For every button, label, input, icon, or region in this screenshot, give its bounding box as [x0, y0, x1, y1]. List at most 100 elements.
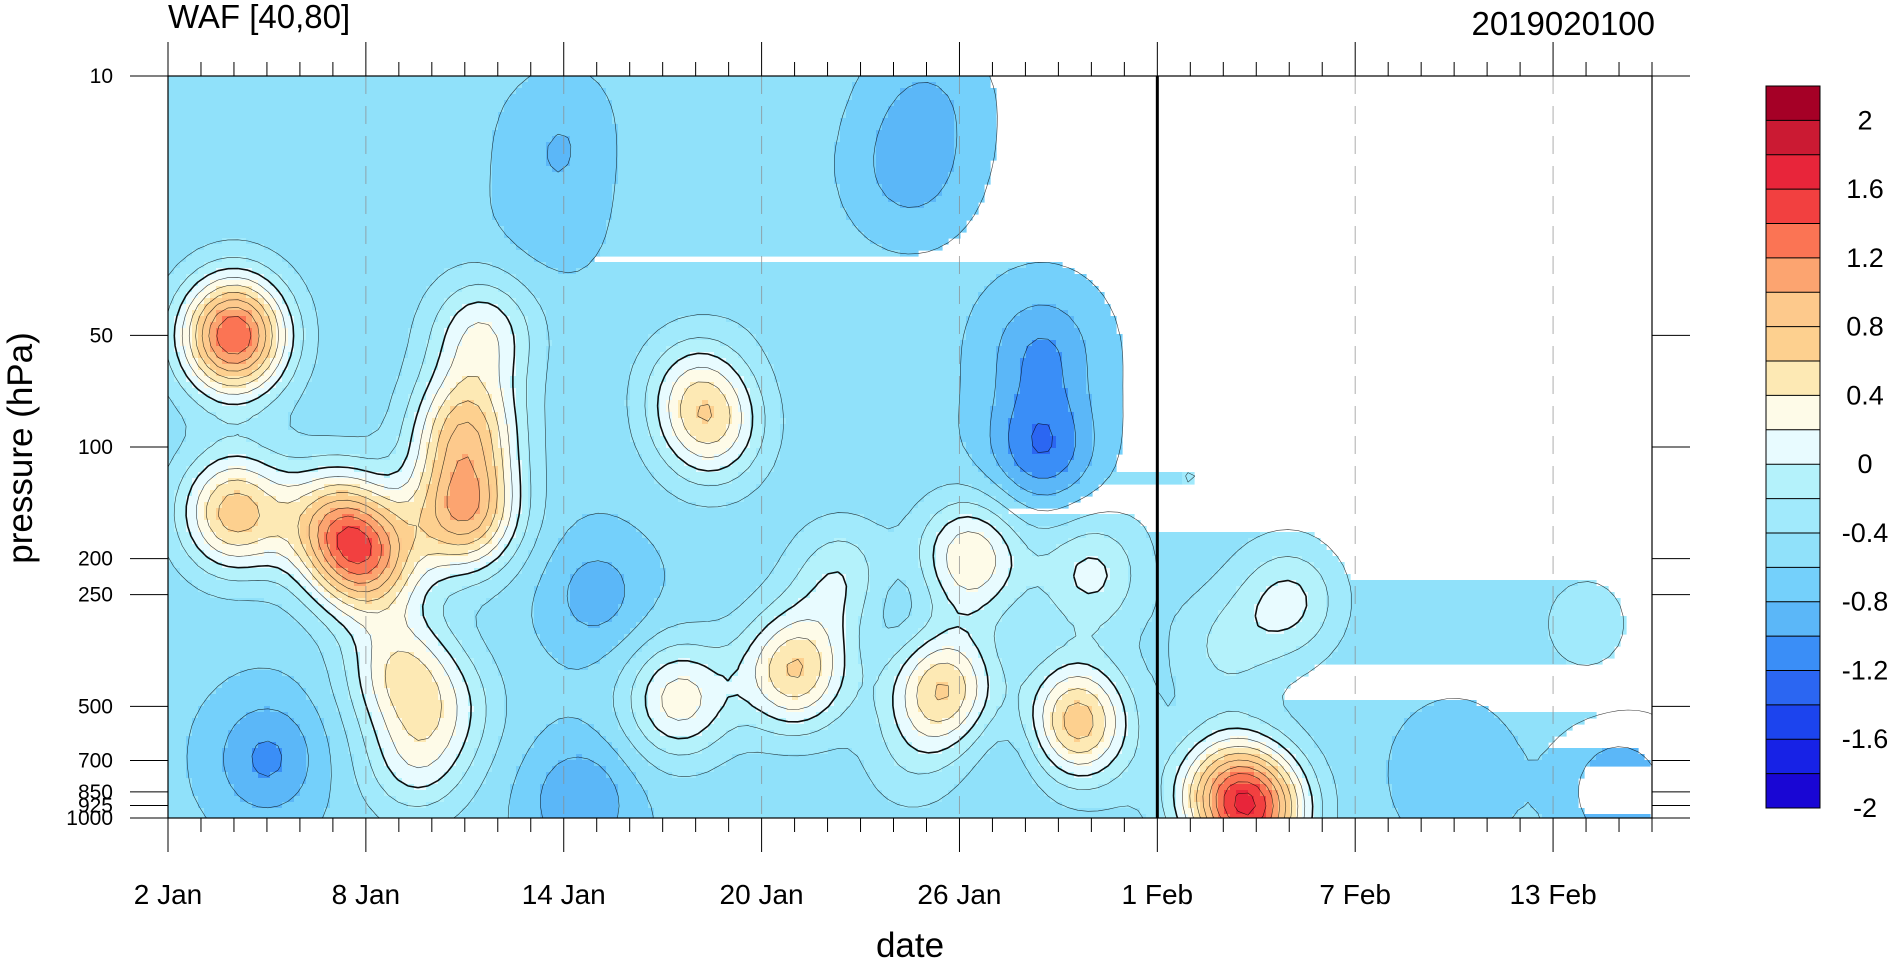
field-cell — [876, 160, 955, 167]
field-cell — [666, 748, 703, 755]
field-cell — [426, 460, 433, 467]
field-cell — [570, 574, 625, 581]
field-cell — [1110, 616, 1153, 623]
field-cell — [438, 274, 517, 281]
field-cell — [306, 736, 331, 743]
field-cell — [204, 700, 313, 707]
field-cell — [222, 550, 265, 557]
field-cell — [168, 754, 187, 761]
contour-line — [1234, 792, 1256, 816]
field-cell — [510, 316, 529, 323]
field-cell — [780, 400, 961, 407]
field-cell — [246, 292, 259, 299]
field-cell — [636, 772, 673, 779]
field-cell — [660, 328, 751, 335]
field-cell — [1002, 340, 1033, 347]
field-cell — [522, 460, 529, 467]
field-cell — [504, 388, 517, 395]
field-cell — [1038, 730, 1045, 737]
field-cell — [816, 676, 829, 683]
field-cell — [894, 100, 955, 107]
field-cell — [372, 682, 385, 689]
field-cell — [570, 610, 619, 617]
field-cell — [1140, 634, 1171, 641]
field-cell — [876, 178, 949, 185]
field-cell — [1260, 790, 1273, 797]
field-cell — [954, 142, 997, 149]
field-cell — [618, 802, 649, 809]
field-cell — [606, 226, 859, 233]
field-cell — [630, 406, 649, 413]
field-cell — [492, 484, 499, 491]
field-cell — [168, 274, 187, 281]
field-cell — [438, 658, 457, 665]
field-cell — [462, 454, 469, 461]
field-cell — [174, 400, 199, 407]
field-cell — [1002, 538, 1021, 545]
field-cell — [318, 334, 409, 341]
field-cell — [180, 544, 199, 551]
field-cell — [396, 772, 445, 779]
field-cell — [1158, 568, 1219, 575]
field-cell — [834, 142, 877, 149]
field-cell — [1080, 700, 1099, 707]
field-cell — [1086, 346, 1123, 353]
field-cell — [648, 712, 667, 719]
field-cell — [504, 478, 511, 485]
field-cell — [462, 778, 487, 785]
field-cell — [936, 544, 949, 551]
field-cell — [516, 298, 541, 305]
field-cell — [192, 370, 205, 377]
field-cell — [774, 652, 823, 659]
field-cell — [504, 676, 619, 683]
field-cell — [1296, 742, 1315, 749]
field-cell — [876, 130, 955, 137]
field-cell — [180, 262, 205, 269]
field-cell — [822, 694, 835, 701]
field-cell — [1176, 748, 1189, 755]
field-cell — [954, 580, 985, 587]
field-cell — [198, 364, 211, 371]
field-cell — [1104, 766, 1129, 773]
field-cell — [960, 382, 997, 389]
field-cell — [708, 664, 739, 671]
field-cell — [498, 592, 535, 599]
field-cell — [858, 652, 895, 659]
field-cell — [1158, 586, 1201, 593]
field-cell — [198, 352, 211, 359]
field-cell — [402, 718, 439, 725]
field-cell — [594, 724, 619, 731]
field-cell — [522, 310, 547, 317]
field-cell — [1020, 754, 1039, 761]
field-cell — [954, 130, 997, 137]
field-cell — [456, 346, 499, 353]
field-cell — [438, 682, 451, 689]
field-cell — [624, 580, 667, 587]
field-cell — [948, 598, 991, 605]
field-cell — [414, 436, 421, 443]
field-cell — [774, 562, 805, 569]
field-cell — [312, 364, 403, 371]
field-cell — [630, 364, 655, 371]
field-cell — [426, 424, 433, 431]
field-cell — [1278, 796, 1285, 803]
field-cell — [1002, 532, 1021, 539]
field-cell — [330, 754, 355, 761]
field-cell — [1008, 568, 1075, 575]
field-cell — [894, 754, 961, 761]
field-cell — [1140, 736, 1183, 743]
field-cell — [372, 658, 391, 665]
field-cell — [1386, 778, 1579, 785]
x-tick-label: 26 Jan — [917, 879, 1001, 910]
field-cell — [858, 544, 919, 551]
field-cell — [612, 208, 847, 215]
field-cell — [444, 664, 457, 671]
field-cell — [486, 718, 505, 725]
field-cell — [504, 106, 613, 113]
field-cell — [918, 664, 931, 671]
field-cell — [528, 484, 547, 491]
field-cell — [264, 346, 271, 353]
field-cell — [474, 706, 487, 713]
field-cell — [1128, 580, 1159, 587]
field-cell — [294, 544, 307, 551]
